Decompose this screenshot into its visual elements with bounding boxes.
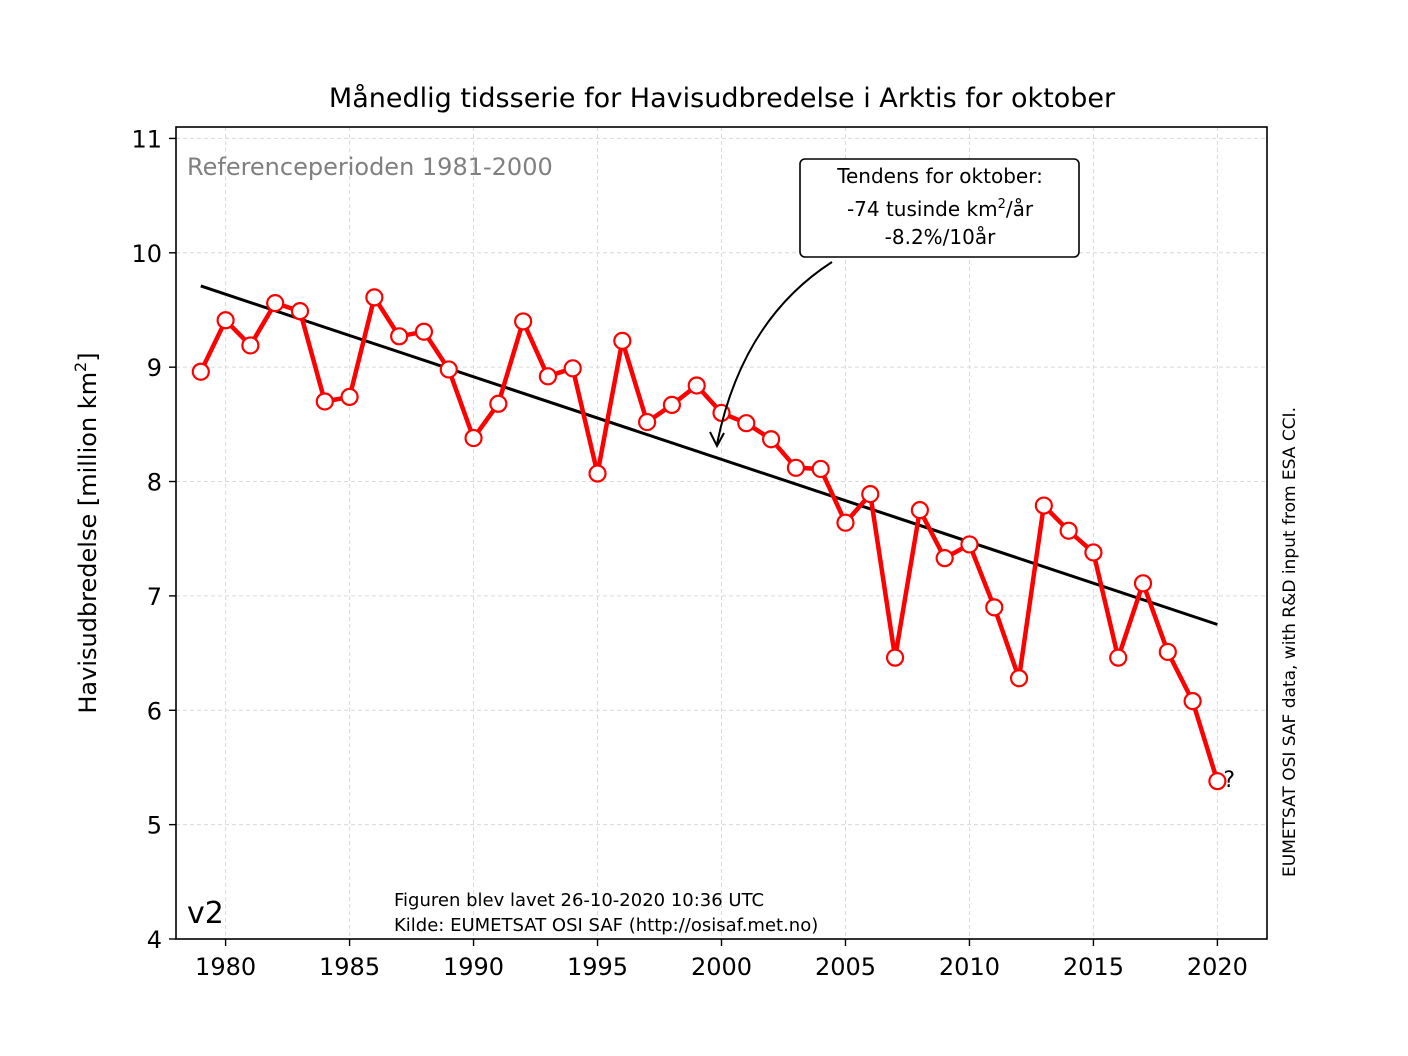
data-point: [1009, 669, 1029, 688]
data-point: [216, 311, 235, 330]
data-point: [1084, 543, 1103, 562]
data-point: [1158, 642, 1177, 662]
x-tick-label: 1980: [195, 953, 256, 981]
data-point: [538, 367, 558, 386]
x-tick-label: 2020: [1187, 953, 1248, 981]
data-point: [836, 513, 855, 532]
trend-box-line3: -8.2%/10år: [885, 225, 996, 249]
y-tick-label: 6: [147, 697, 162, 725]
data-point: [439, 360, 458, 379]
data-point: [489, 394, 508, 413]
data-point: [613, 331, 632, 350]
data-point: [1208, 772, 1227, 791]
trend-arrow-head: [709, 431, 725, 449]
y-tick-label: 4: [147, 926, 162, 954]
data-point: [588, 464, 607, 483]
y-tick-label: 5: [147, 812, 162, 840]
data-point: [737, 414, 756, 433]
trend-layer: [200, 284, 1218, 626]
data-point: [365, 288, 384, 307]
x-tick-label: 1990: [443, 953, 504, 981]
data-point: [811, 459, 830, 479]
y-tick-label: 7: [147, 583, 162, 611]
data-point: [1034, 496, 1053, 515]
y-tick-label: 10: [131, 240, 162, 268]
series-layer: ?: [191, 288, 1235, 793]
data-point: [985, 598, 1004, 617]
last-point-question-mark: ?: [1223, 768, 1235, 793]
trend-box-line1: Tendens for oktober:: [836, 164, 1043, 188]
data-point: [786, 458, 805, 477]
trend-box: [799, 158, 1080, 258]
x-tick-label: 1995: [567, 953, 628, 981]
made-date-text: Figuren blev lavet 26-10-2020 10:36 UTC: [394, 890, 764, 911]
grid: [176, 127, 1267, 940]
x-tick-label: 2015: [1063, 953, 1124, 981]
data-point: [290, 302, 310, 321]
x-tick-label: 1985: [319, 953, 380, 981]
y-axis-label: Havisudbredelse [million km2]: [71, 352, 102, 713]
data-point: [414, 322, 434, 341]
data-point: [191, 362, 210, 381]
y-tick-label: 11: [131, 125, 162, 153]
reference-period-text: Referenceperioden 1981-2000: [187, 153, 553, 181]
data-point: [885, 648, 905, 667]
data-point: [687, 376, 706, 395]
source-text: Kilde: EUMETSAT OSI SAF (http://osisaf.m…: [394, 915, 818, 936]
data-point: [1133, 574, 1153, 593]
data-point: [514, 312, 533, 331]
data-point: [861, 485, 880, 504]
data-point: [960, 535, 979, 554]
trend-box-line2: -74 tusinde km2/år: [847, 197, 1034, 221]
data-point: [390, 327, 409, 346]
data-point: [1109, 648, 1128, 667]
x-axis: 1980 1985 1990 1995 2000 2005 2010 2015 2020: [195, 939, 1248, 981]
data-point: [315, 392, 334, 411]
x-tick-label: 2010: [939, 953, 1000, 981]
data-point: [662, 395, 682, 415]
chart-title: Månedlig tidsserie for Havisudbredelse i…: [329, 83, 1116, 114]
data-point: [241, 336, 260, 355]
data-point: [563, 359, 582, 378]
x-tick-label: 2005: [815, 953, 876, 981]
data-point: [340, 387, 359, 407]
data-point: [910, 501, 929, 520]
data-point: [266, 294, 285, 313]
data-point: [464, 428, 483, 448]
data-point: [1183, 692, 1202, 711]
version-label: v2: [187, 896, 224, 931]
data-point: [1059, 521, 1078, 540]
trend-line: [200, 284, 1218, 626]
y-axis: 4 5 6 7 8 9 10 11: [131, 125, 176, 954]
data-point: [761, 430, 781, 449]
trend-arrow: [716, 261, 833, 445]
side-credit-text: EUMETSAT OSI SAF data, with R&D input fr…: [1280, 407, 1300, 877]
data-point: [638, 412, 657, 432]
y-tick-label: 9: [147, 354, 162, 382]
y-tick-label: 8: [147, 469, 162, 497]
x-tick-label: 2000: [691, 953, 752, 981]
data-point: [935, 549, 954, 568]
